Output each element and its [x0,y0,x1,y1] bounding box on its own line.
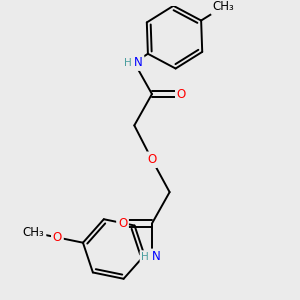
Text: CH₃: CH₃ [23,226,45,239]
Text: O: O [118,217,127,230]
Text: CH₃: CH₃ [212,0,234,13]
Text: H: H [124,58,131,68]
Text: O: O [177,88,186,100]
Text: O: O [53,231,62,244]
Text: N: N [152,250,160,263]
Text: N: N [134,56,142,69]
Text: O: O [147,153,157,166]
Text: H: H [141,252,149,262]
